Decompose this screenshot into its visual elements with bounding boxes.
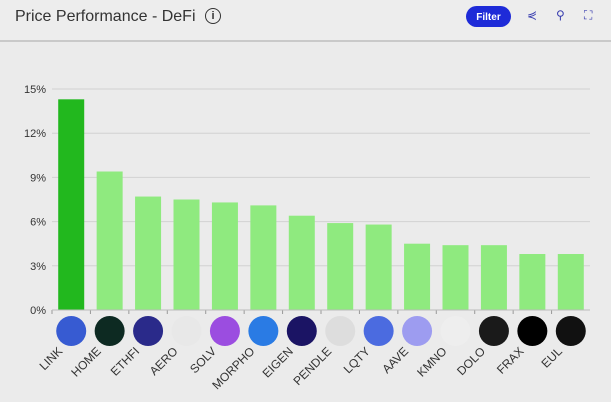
x-tick-label: FRAX [494, 344, 527, 377]
morpho-logo-icon [248, 316, 279, 346]
aave-logo-icon [402, 316, 433, 346]
home-logo-icon [94, 316, 125, 346]
bar-home[interactable] [96, 171, 123, 310]
x-tick-label: ETHFI [108, 344, 142, 378]
y-tick-label: 0% [30, 305, 46, 317]
x-tick-label: AERO [147, 344, 181, 378]
lqty-logo-icon [363, 316, 394, 346]
bar-dolo[interactable] [480, 245, 507, 310]
x-tick-label: AAVE [379, 344, 411, 376]
eul-logo-icon [555, 316, 586, 346]
filter-button[interactable]: Filter [466, 6, 511, 27]
aero-logo-icon [171, 316, 202, 346]
search-icon[interactable]: ⚲ [556, 8, 565, 22]
bar-eul[interactable] [557, 254, 584, 310]
x-tick-label: EUL [539, 344, 566, 371]
x-tick-label: PENDLE [290, 344, 334, 388]
x-tick-label: LINK [37, 344, 66, 373]
x-tick-label: DOLO [454, 344, 488, 378]
y-tick-label: 15% [24, 84, 46, 96]
info-icon[interactable]: i [205, 8, 221, 24]
link-logo-icon [56, 316, 87, 346]
x-tick-label: HOME [68, 344, 103, 379]
bar-kmno[interactable] [442, 245, 469, 310]
y-tick-label: 6% [30, 217, 46, 229]
y-tick-label: 3% [30, 261, 46, 273]
bar-link[interactable] [58, 99, 85, 311]
bar-frax[interactable] [519, 254, 546, 310]
ethfi-logo-icon [133, 316, 164, 346]
bar-ethfi[interactable] [135, 196, 162, 310]
chart-title: Price Performance - DeFi [15, 8, 196, 25]
y-tick-label: 9% [30, 172, 46, 184]
share-icon[interactable]: ⋞ [527, 8, 538, 22]
bar-eigen[interactable] [288, 215, 315, 310]
x-tick-label: KMNO [414, 344, 449, 379]
kmno-logo-icon [440, 316, 471, 346]
chart-header: Price Performance - DeFi i Filter ⋞ ⚲ ⛶ [0, 0, 611, 42]
y-tick-label: 12% [24, 128, 46, 140]
bar-lqty[interactable] [365, 224, 392, 310]
eigen-logo-icon [286, 316, 317, 346]
bar-pendle[interactable] [327, 223, 354, 310]
x-tick-label: LQTY [341, 344, 373, 376]
pendle-logo-icon [325, 316, 356, 346]
bar-aave[interactable] [404, 243, 431, 310]
frax-logo-icon [517, 316, 548, 346]
x-tick-label: SOLV [187, 344, 219, 376]
bar-aero[interactable] [173, 199, 200, 311]
x-tick-label: EIGEN [260, 344, 296, 380]
x-tick-label: MORPHO [209, 344, 257, 392]
fullscreen-icon[interactable]: ⛶ [584, 8, 593, 22]
bar-solv[interactable] [211, 202, 238, 310]
solv-logo-icon [209, 316, 240, 346]
bar-morpho[interactable] [250, 205, 277, 310]
dolo-logo-icon [478, 316, 509, 346]
